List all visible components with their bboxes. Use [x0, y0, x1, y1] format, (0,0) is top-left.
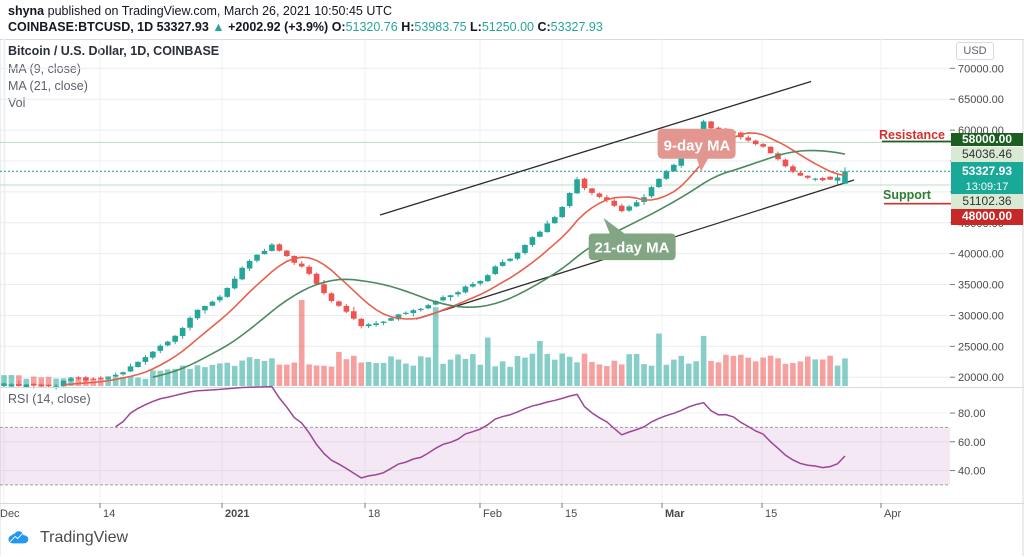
svg-text:Apr: Apr — [884, 508, 901, 520]
svg-text:Feb: Feb — [483, 508, 502, 520]
svg-text:14: 14 — [103, 508, 115, 520]
svg-text:18: 18 — [368, 508, 380, 520]
svg-text:15: 15 — [765, 508, 777, 520]
svg-text:15: 15 — [565, 508, 577, 520]
svg-text:Dec: Dec — [0, 508, 20, 520]
svg-text:Mar: Mar — [665, 508, 685, 520]
svg-text:2021: 2021 — [225, 508, 249, 520]
